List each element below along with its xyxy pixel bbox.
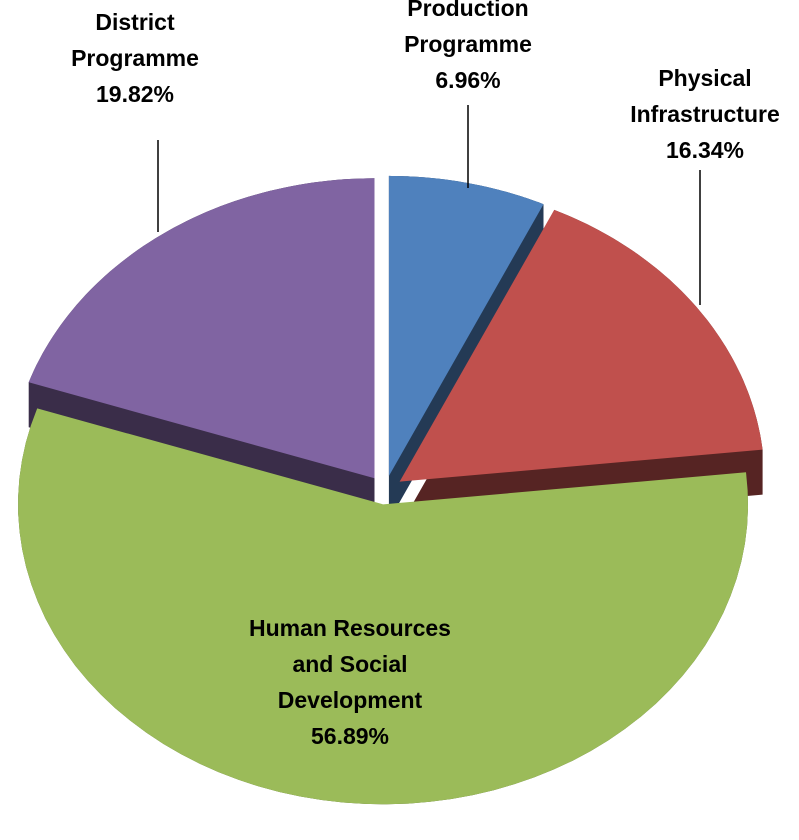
value-label: 6.96% [435, 67, 501, 93]
value-label: 19.82% [95, 81, 174, 107]
category-label: Human Resources and Social Development [249, 615, 451, 713]
category-label: Physical Infrastructure [630, 65, 780, 127]
slice-label: District Programme 19.82% [20, 4, 250, 112]
category-label: Production Programme [404, 0, 532, 57]
slice-label: Physical Infrastructure 16.34% [600, 60, 799, 168]
slice-label: Human Resources and Social Development 5… [220, 610, 480, 754]
slice [28, 178, 375, 479]
slice [388, 175, 544, 476]
category-label: District Programme [71, 9, 199, 71]
slice [18, 408, 748, 805]
value-label: 56.89% [310, 723, 389, 749]
slice-label: Production Programme 6.96% [368, 0, 568, 98]
value-label: 16.34% [665, 137, 744, 163]
slice [399, 209, 763, 482]
